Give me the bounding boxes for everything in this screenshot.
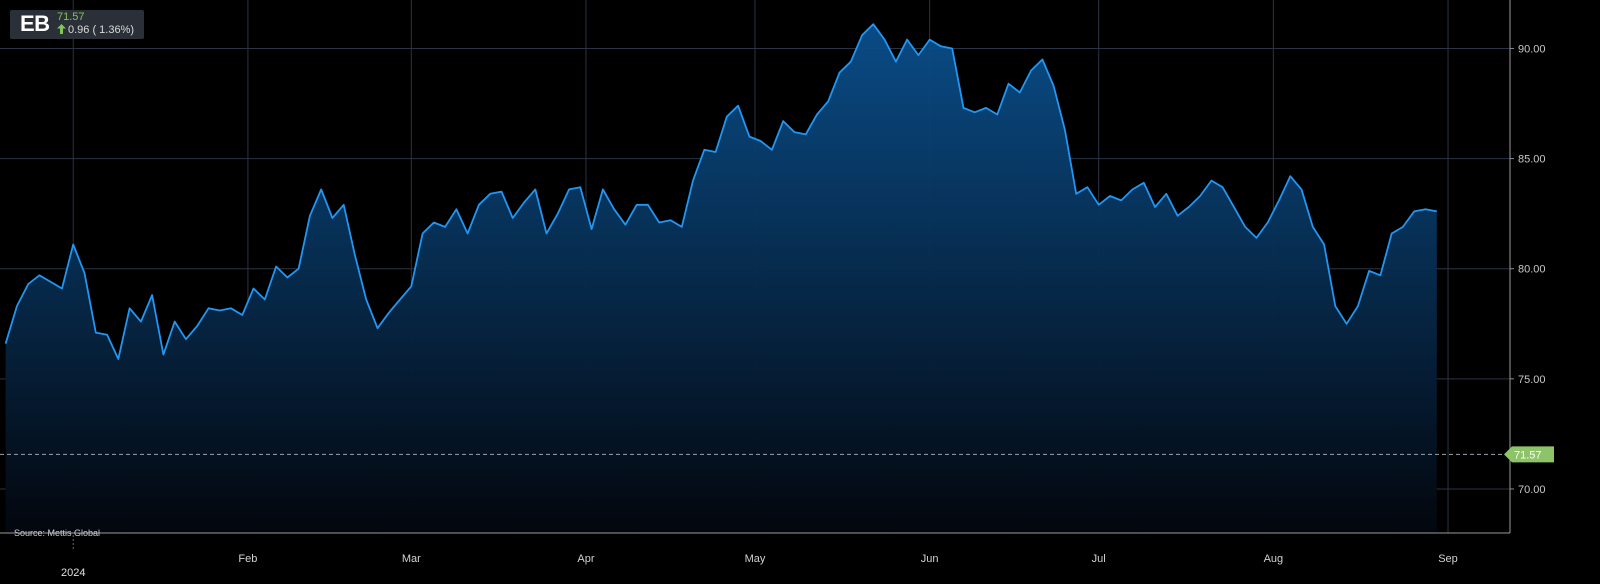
last-price-marker: 71.57	[0, 446, 1554, 463]
x-tick-label: Feb	[238, 553, 257, 565]
x-tick-label: Sep	[1438, 553, 1458, 565]
x-tick-label: Jun	[921, 553, 939, 565]
y-tick-label: 85.00	[1518, 154, 1546, 166]
ticker-price: 71.57	[57, 11, 85, 23]
y-tick-label: 90.00	[1518, 43, 1546, 55]
x-tick-label: Apr	[577, 553, 594, 565]
x-tick-label: Aug	[1264, 553, 1284, 565]
price-area-fill	[5, 24, 1437, 533]
last-price-badge	[1504, 446, 1554, 463]
y-axis-ticks: 70.00 75.00 80.00 85.00 90.00	[1510, 43, 1546, 496]
price-area	[5, 24, 1437, 533]
price-line[interactable]	[4, 23, 1437, 360]
price-series-line[interactable]	[4, 23, 1437, 360]
x-tick-label: Mar	[402, 553, 421, 565]
x-tick-label: Jul	[1092, 553, 1106, 565]
y-tick-label: 75.00	[1518, 374, 1546, 386]
up-arrow-icon	[57, 24, 66, 34]
ticker-badge[interactable]: EB 71.57 0.96 ( 1.36%)	[10, 10, 144, 39]
source-label: Source: Mettis Global	[14, 528, 101, 538]
last-price-label: 71.57	[1514, 449, 1542, 461]
ticker-change-row: 0.96 ( 1.36%)	[57, 24, 134, 36]
ticker-symbol: EB	[20, 11, 50, 36]
year-label: 2024	[61, 567, 85, 579]
y-tick-label: 70.00	[1518, 484, 1546, 496]
x-tick-label: May	[745, 553, 766, 565]
x-axis-ticks: 2024 Feb Mar Apr May Jun Jul Aug Sep	[61, 535, 1458, 579]
ticker-change: 0.96 ( 1.36%)	[68, 24, 135, 36]
y-tick-label: 80.00	[1518, 264, 1546, 276]
axes	[0, 0, 1511, 534]
